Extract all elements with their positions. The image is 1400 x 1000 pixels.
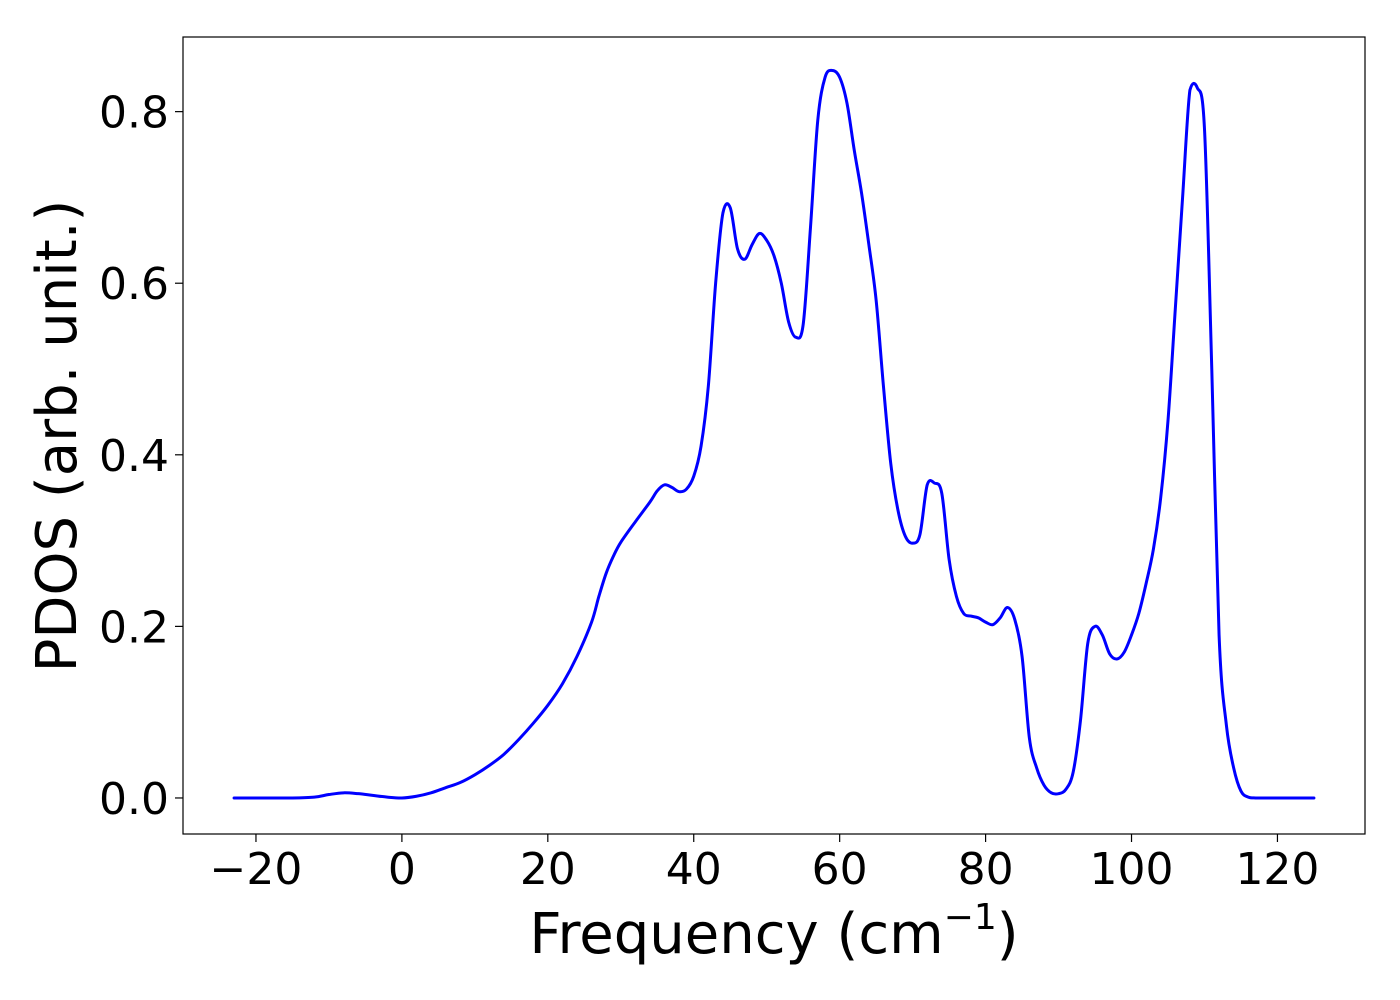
x-axis-label-text: Frequency (cm xyxy=(529,902,943,967)
y-tick-label: 0.4 xyxy=(99,431,169,482)
x-tick-label: 40 xyxy=(666,844,722,895)
x-tick-label: 80 xyxy=(958,844,1014,895)
plot-frame xyxy=(182,36,1366,835)
y-tick-label: 0.0 xyxy=(99,774,169,825)
x-tick-label: 100 xyxy=(1090,844,1174,895)
pdos-series-line xyxy=(232,68,1316,800)
y-axis-label: PDOS (arb. unit.) xyxy=(25,200,90,673)
x-axis-label-superscript: −1 xyxy=(944,897,997,938)
x-tick-label: 20 xyxy=(520,844,576,895)
y-tick-label: 0.6 xyxy=(99,259,169,310)
x-axis-ticks: −20 0 20 40 60 80 100 120 xyxy=(210,834,1319,895)
y-axis-ticks: 0.0 0.2 0.4 0.6 0.8 xyxy=(99,88,183,825)
x-tick-label: −20 xyxy=(210,844,303,895)
y-tick-label: 0.8 xyxy=(99,88,169,139)
y-tick-label: 0.2 xyxy=(99,602,169,653)
x-tick-label: 120 xyxy=(1235,844,1319,895)
x-tick-label: 60 xyxy=(812,844,868,895)
x-axis-label-close: ) xyxy=(997,902,1019,967)
x-axis-label: Frequency (cm−1) xyxy=(529,897,1018,967)
x-tick-label: 0 xyxy=(388,844,416,895)
